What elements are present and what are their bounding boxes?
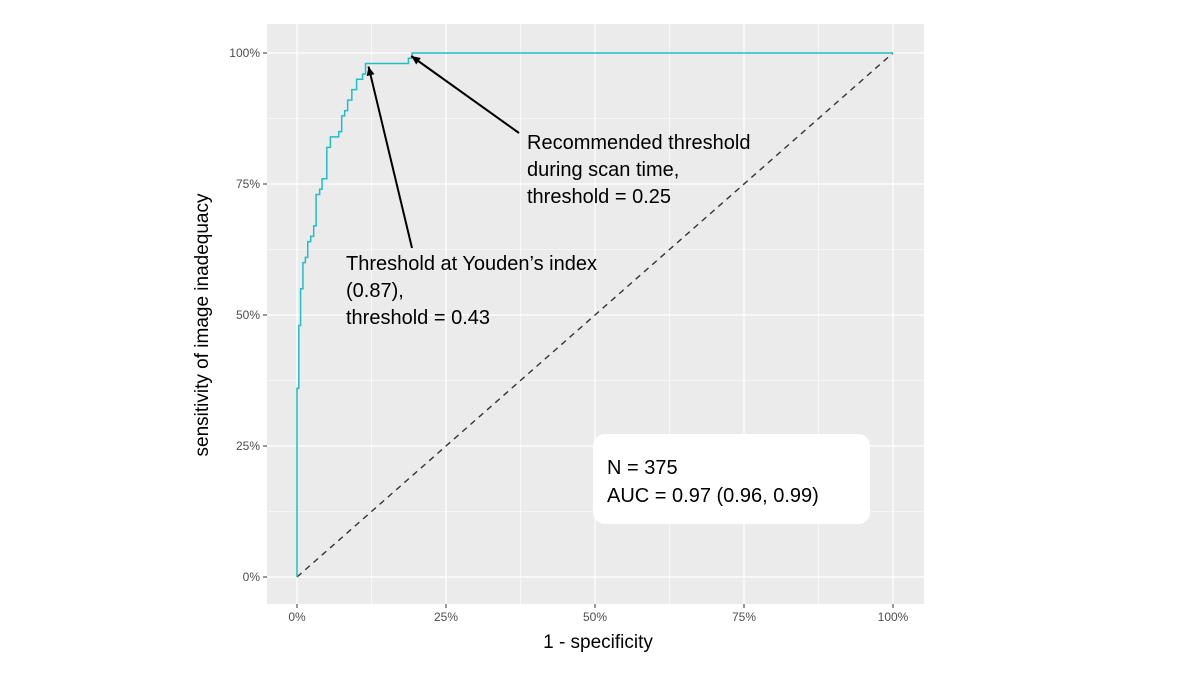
y-tick-label: 0%: [243, 570, 261, 584]
info-box-background: [593, 434, 870, 524]
annotation-text: Recommended threshold: [527, 132, 750, 154]
x-tick-label: 0%: [288, 610, 306, 624]
annotations: Recommended threshold during scan time, th…: [346, 55, 750, 329]
annotation-text: Threshold at Youden’s index: [346, 253, 597, 275]
annotation-text: (0.87),: [346, 280, 404, 302]
x-tick-label: 50%: [583, 610, 607, 624]
y-tick-label: 50%: [236, 308, 260, 322]
ticks: 0% 25% 50% 75% 100% 0% 25% 50% 75% 100%: [229, 46, 908, 624]
reference-line-layer: [296, 52, 894, 578]
info-box: N = 375 AUC = 0.97 (0.96, 0.99): [593, 434, 870, 524]
y-axis-title: sensitivity of image inadequacy: [192, 193, 213, 456]
x-tick-label: 100%: [878, 610, 909, 624]
roc-curve-layer: [296, 52, 893, 577]
y-tick-label: 75%: [236, 177, 260, 191]
annotation-text: during scan time,: [527, 159, 679, 181]
annotation-text: threshold = 0.25: [527, 186, 671, 208]
info-box-text: N = 375: [607, 457, 678, 479]
y-tick-label: 25%: [236, 439, 260, 453]
y-tick-label: 100%: [229, 46, 260, 60]
annotation: Recommended threshold during scan time, th…: [410, 55, 750, 208]
annotation: Threshold at Youden’s index (0.87), thresh…: [346, 66, 597, 329]
reference-diagonal-line: [296, 52, 894, 578]
annotation-arrow: [410, 55, 520, 134]
roc-curve-line: [296, 52, 893, 577]
x-tick-label: 25%: [434, 610, 458, 624]
annotation-arrow: [366, 66, 413, 249]
x-tick-label: 75%: [732, 610, 756, 624]
x-axis-title: 1 - specificity: [543, 632, 653, 653]
info-box-text: AUC = 0.97 (0.96, 0.99): [607, 485, 819, 507]
annotation-text: threshold = 0.43: [346, 307, 490, 329]
